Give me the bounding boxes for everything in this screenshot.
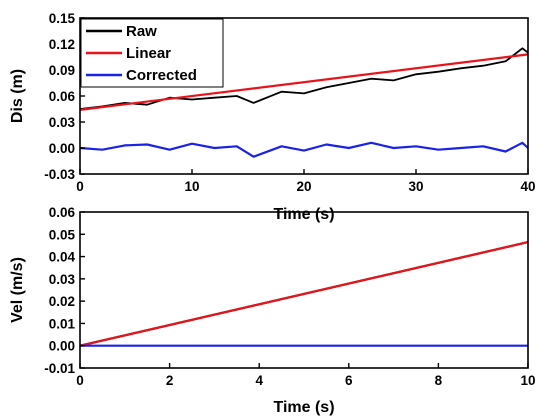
legend: Raw Linear Corrected: [80, 18, 224, 88]
velocity-plot-frame: [79, 211, 529, 369]
displacement-x-tick-label: 10: [184, 179, 199, 194]
velocity-y-tick-label: 0.01: [49, 316, 76, 331]
displacement-x-tick-label: 30: [408, 179, 423, 194]
velocity-y-tick-label: 0.06: [49, 205, 76, 220]
velocity-curves: [79, 241, 529, 347]
displacement-y-tick-label: -0.03: [44, 167, 75, 182]
displacement-curves: [79, 47, 529, 158]
velocity-x-tick-label: 2: [166, 373, 174, 388]
velocity-y-tick-label: 0.03: [49, 272, 76, 287]
legend-corrected-label: Corrected: [126, 67, 197, 84]
velocity-y-tick-label: 0.02: [49, 294, 75, 309]
displacement-x-tick-label: 40: [520, 179, 535, 194]
displacement-corrected-series-line: [79, 141, 529, 158]
displacement-x-tick-label: 0: [76, 179, 84, 194]
displacement-y-tick-label: 0.06: [49, 89, 76, 104]
displacement-y-tick-label: 0.09: [49, 63, 75, 78]
velocity-y-tick-label: 0.04: [49, 250, 76, 265]
legend-raw-label: Raw: [126, 23, 157, 40]
displacement-x-axis-label: Time (s): [273, 206, 334, 223]
velocity-x-tick-label: 0: [76, 373, 84, 388]
velocity-panel: 0 2 4 6 8 10 -0.01 0.00 0.01 0.02 0.03 0.04 0.05 0.06…: [9, 205, 536, 416]
velocity-linear-series-line: [79, 241, 529, 347]
velocity-x-tick-label: 10: [520, 373, 535, 388]
displacement-axes: 0 10 20 30 40 -0.03 0.00 0.03 0.06 0.09 0.12 0.15: [44, 11, 535, 194]
velocity-x-tick-label: 8: [435, 373, 443, 388]
displacement-y-tick-label: 0.00: [49, 141, 75, 156]
displacement-y-axis-label: Dis (m): [9, 69, 26, 123]
displacement-linear-series-line: [79, 53, 529, 111]
velocity-y-axis-label: Vel (m/s): [9, 257, 26, 323]
velocity-x-tick-label: 4: [255, 373, 263, 388]
displacement-y-tick-label: 0.15: [49, 11, 76, 26]
velocity-axes: 0 2 4 6 8 10 -0.01 0.00 0.01 0.02 0.03 0.04 0.05 0.06: [44, 205, 535, 388]
velocity-x-tick-label: 6: [345, 373, 353, 388]
velocity-y-tick-label: 0.05: [49, 227, 76, 242]
velocity-y-tick-label: 0.00: [49, 339, 75, 354]
legend-linear-label: Linear: [126, 45, 171, 62]
velocity-y-tick-label: -0.01: [44, 361, 75, 376]
velocity-x-axis-label: Time (s): [273, 399, 334, 416]
displacement-panel: 0 10 20 30 40 -0.03 0.00 0.03 0.06 0.09 0.12 0.15 T…: [9, 11, 536, 223]
displacement-y-tick-label: 0.03: [49, 115, 76, 130]
displacement-y-tick-label: 0.12: [49, 37, 75, 52]
displacement-x-tick-label: 20: [296, 179, 311, 194]
